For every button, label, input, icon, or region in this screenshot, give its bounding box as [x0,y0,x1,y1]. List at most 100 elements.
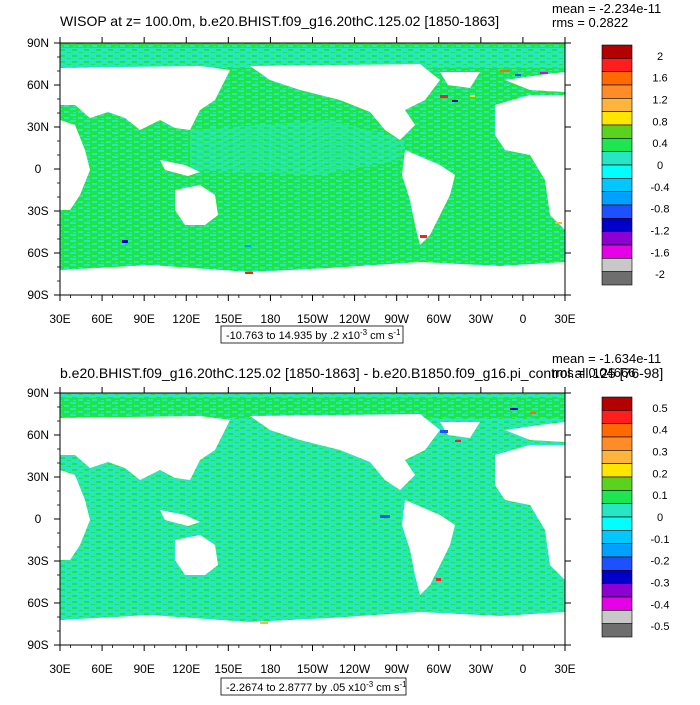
colorbar-swatch [601,556,633,571]
colorbar-swatch [601,583,633,598]
pacific-cyan-patch-top [190,120,405,175]
lon-tick-label: 180 [260,312,280,326]
colorbar-swatch [601,44,633,59]
colorbar-label: -1.2 [651,225,670,237]
colorbar-swatch [601,138,633,152]
stat-mean-top: mean = -2.234e-11 [552,1,661,16]
lon-tick-label: 120E [172,662,200,676]
colorbar-label: 0.4 [652,138,667,150]
lon-tick-label: 30E [554,662,575,676]
lat-tick-label: 60N [27,78,49,92]
colorbar-swatch [601,516,633,531]
lat-axis-bottom: 90N 60N 30N 0 30S 60S 90S [27,386,571,652]
colorbar-swatch [601,463,633,478]
colorbar-swatch [601,111,633,126]
lon-axis-top: 30E 60E 90E 120E 150E 180 150W 120W 90W 60W 30W 0 30… [49,37,576,326]
colorbar-label: 2 [657,51,663,63]
lon-tick-label: 30E [554,312,575,326]
colorbar-swatch [601,570,633,584]
colorbar-swatch [601,530,633,544]
colorbar-label: -0.2 [651,556,670,568]
colorbar-label: 0.8 [652,116,667,128]
lon-tick-label: 120W [339,312,371,326]
colorbar-swatch [601,396,633,411]
colorbar-swatch [601,244,633,259]
lon-tick-label: 180 [260,662,280,676]
colorbar-swatch [601,124,633,139]
colorbar-swatch [601,436,633,451]
colorbar-label: 0.1 [652,490,667,502]
lat-tick-label: 30S [27,554,48,568]
map-field-bottom [60,393,565,645]
lon-tick-label: 150W [297,662,329,676]
land-masks-bottom [60,414,565,645]
lon-tick-label: 150E [214,312,242,326]
colorbar-swatch [601,151,633,166]
svg-text:-2.2674 to 2.8777 by .05 x10-3: -2.2674 to 2.8777 by .05 x10-3 cm s-1 [226,680,407,694]
svg-text:-10.763 to 14.935 by .2 x10-3: -10.763 to 14.935 by .2 x10-3 cm s-1 [226,328,401,342]
colorbar-label: 0.2 [652,468,667,480]
lon-tick-label: 90E [133,312,154,326]
lon-tick-label: 30E [49,312,70,326]
lon-tick-label: 90E [133,662,154,676]
colorbar-swatch [601,490,633,504]
lon-tick-label: 150W [297,312,329,326]
stat-rms-bottom: rms = 0.04666 [552,365,635,380]
map-field-top [60,43,565,295]
colorbar-label: 1.2 [652,95,667,107]
lon-tick-label: 0 [520,312,527,326]
colorbar-swatch [601,231,633,246]
lon-tick-label: 30W [468,312,493,326]
colorbar-top: 2 1.6 1.2 0.8 0.4 0 -0.4 -0.8 -1.2 -1.6 -2 [601,44,670,286]
lat-tick-label: 60N [27,428,49,442]
lon-tick-label: 60E [91,312,112,326]
colorbar-swatch [601,58,633,72]
lon-tick-label: 120W [339,662,371,676]
colorbar-bottom: 0.5 0.4 0.3 0.2 0.1 0 -0.1 -0.2 -0.3 -0.4 -0.5 [601,396,670,638]
colorbar-swatch [601,98,633,112]
lat-tick-label: 0 [35,512,42,526]
arctic-band-top [60,48,565,68]
colorbar-swatch [601,204,633,219]
colorbar-swatch [601,410,633,424]
colorbar-swatch [601,191,633,206]
lat-tick-label: 60S [27,246,48,260]
colorbar-label: -1.6 [651,247,670,259]
high-anomaly-spots-bottom [260,408,536,624]
colorbar-label: -0.4 [651,599,670,611]
range-caption-bottom: -2.2674 to 2.8777 by .05 x10-3 cm s-1 [220,677,407,696]
lat-tick-label: 0 [35,162,42,176]
lon-axis-bottom: 30E 60E 90E 120E 150E 180 150W 120W 90W 60W 30W 0 30… [49,387,576,676]
colorbar-label: -0.4 [651,182,670,194]
colorbar-swatch [601,84,633,99]
colorbar-label: 0.4 [652,425,667,437]
high-anomaly-spots-top [122,70,562,274]
lat-tick-label: 30S [27,204,48,218]
panel-title-top: WISOP at z= 100.0m, b.e20.BHIST.f09_g16.… [60,13,499,29]
lon-tick-label: 90W [384,662,409,676]
panel-title-bottom: b.e20.BHIST.f09_g16.20thC.125.02 [1850-1… [60,365,663,381]
colorbar-swatch [601,178,633,192]
map-panel-bottom: b.e20.BHIST.f09_g16.20thC.125.02 [1850-1… [27,351,670,696]
lat-tick-label: 90N [27,386,49,400]
lat-tick-label: 60S [27,596,48,610]
colorbar-swatch [601,610,633,624]
colorbar-swatch [601,543,633,558]
land-masks-top [60,64,565,295]
colorbar-label: -0.8 [651,204,670,216]
stat-mean-bottom: mean = -1.634e-11 [552,351,661,366]
colorbar-swatch [601,450,633,464]
colorbar-swatch [601,623,633,638]
lon-tick-label: 0 [520,662,527,676]
colorbar-label: 0.3 [652,447,667,459]
arctic-band-bottom [60,398,565,418]
colorbar-label: -0.1 [651,534,670,546]
colorbar-swatch [601,596,633,611]
colorbar-swatch [601,423,633,438]
colorbar-label: -2 [655,269,665,281]
colorbar-label: 0 [657,512,663,524]
map-panel-top: WISOP at z= 100.0m, b.e20.BHIST.f09_g16.… [27,1,670,344]
lat-tick-label: 90S [27,638,48,652]
lat-axis-top: 90N 60N 30N 0 30S 60S 90S [27,36,571,302]
